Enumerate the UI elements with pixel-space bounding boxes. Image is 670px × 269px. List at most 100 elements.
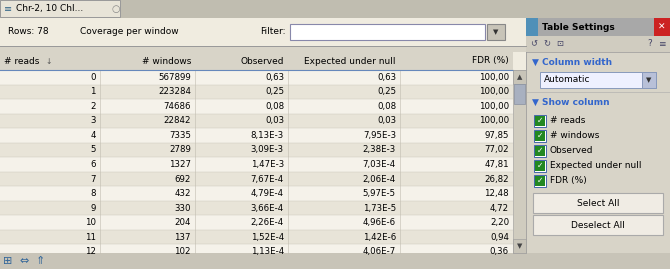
Bar [526, 18, 670, 253]
Text: 0,36: 0,36 [490, 247, 509, 256]
Text: 1,42E-6: 1,42E-6 [362, 233, 396, 242]
Text: 4,79E-4: 4,79E-4 [251, 189, 284, 198]
Text: 7: 7 [90, 175, 96, 183]
Text: 8: 8 [90, 189, 96, 198]
Bar [0, 99, 513, 114]
Text: 97,85: 97,85 [484, 131, 509, 140]
FancyBboxPatch shape [534, 144, 546, 157]
Bar [0, 201, 513, 215]
Bar [0, 253, 526, 269]
Bar [0, 0, 670, 18]
Text: 4: 4 [90, 131, 96, 140]
Text: Observed: Observed [550, 146, 594, 155]
Text: 0,08: 0,08 [265, 102, 284, 111]
Text: ▼: ▼ [517, 243, 522, 249]
Text: 2789: 2789 [169, 146, 191, 154]
Bar [514, 84, 525, 104]
Text: 100,00: 100,00 [479, 73, 509, 82]
Text: ⇑: ⇑ [36, 256, 45, 266]
Text: 77,02: 77,02 [484, 146, 509, 154]
Text: ↓: ↓ [45, 56, 52, 65]
Text: 223284: 223284 [158, 87, 191, 96]
Text: # windows: # windows [141, 56, 191, 65]
Bar [0, 143, 513, 157]
Bar [642, 72, 656, 88]
Bar [0, 0, 120, 17]
Text: ▼ Show column: ▼ Show column [532, 97, 610, 107]
Text: ✓: ✓ [537, 146, 543, 155]
Bar [290, 24, 485, 40]
Text: 1,13E-4: 1,13E-4 [251, 247, 284, 256]
FancyBboxPatch shape [534, 129, 546, 141]
Text: 2,38E-3: 2,38E-3 [362, 146, 396, 154]
Text: ✓: ✓ [537, 131, 543, 140]
Text: FDR (%): FDR (%) [550, 176, 587, 185]
Text: 2,06E-4: 2,06E-4 [362, 175, 396, 183]
Bar [513, 70, 526, 253]
Text: 0,63: 0,63 [377, 73, 396, 82]
Bar [0, 230, 513, 245]
Text: 12: 12 [85, 247, 96, 256]
Text: 7,95E-3: 7,95E-3 [363, 131, 396, 140]
Bar [540, 72, 656, 88]
Text: 330: 330 [174, 204, 191, 213]
Text: Expected under null: Expected under null [550, 161, 641, 170]
Text: 1: 1 [90, 87, 96, 96]
Text: 7,67E-4: 7,67E-4 [251, 175, 284, 183]
Text: ▼: ▼ [493, 29, 498, 35]
Text: 4,72: 4,72 [490, 204, 509, 213]
Text: Select All: Select All [577, 199, 619, 207]
Bar [0, 245, 513, 259]
Text: Expected under null: Expected under null [304, 56, 396, 65]
Text: ○: ○ [112, 4, 120, 14]
Bar [0, 46, 526, 52]
Text: ✓: ✓ [537, 161, 543, 170]
Text: 6: 6 [90, 160, 96, 169]
Bar [526, 18, 538, 36]
Bar [526, 36, 670, 52]
Bar [0, 128, 513, 143]
Text: 4,96E-6: 4,96E-6 [363, 218, 396, 227]
FancyBboxPatch shape [534, 175, 546, 186]
Text: 0,03: 0,03 [265, 116, 284, 125]
Text: 9: 9 [90, 204, 96, 213]
Bar [535, 175, 545, 186]
Text: ✓: ✓ [537, 176, 543, 185]
Bar [654, 18, 670, 36]
Text: 692: 692 [175, 175, 191, 183]
Text: 567899: 567899 [158, 73, 191, 82]
Text: 12,48: 12,48 [484, 189, 509, 198]
Text: 0: 0 [90, 73, 96, 82]
Text: 204: 204 [174, 218, 191, 227]
Text: 0,63: 0,63 [265, 73, 284, 82]
Text: Observed: Observed [241, 56, 284, 65]
Bar [0, 18, 526, 253]
Text: 3,66E-4: 3,66E-4 [251, 204, 284, 213]
FancyBboxPatch shape [533, 193, 663, 213]
Text: # windows: # windows [550, 131, 600, 140]
Text: Chr-2, 10 Chl...: Chr-2, 10 Chl... [16, 5, 83, 13]
Bar [535, 130, 545, 140]
Bar [487, 24, 505, 40]
Text: 0,25: 0,25 [377, 87, 396, 96]
Text: 3,09E-3: 3,09E-3 [251, 146, 284, 154]
Bar [0, 52, 513, 70]
Text: 26,82: 26,82 [484, 175, 509, 183]
FancyBboxPatch shape [533, 215, 663, 235]
Bar [0, 18, 526, 46]
Text: 22842: 22842 [163, 116, 191, 125]
Text: 0,25: 0,25 [265, 87, 284, 96]
Bar [538, 18, 670, 36]
Text: 10: 10 [85, 218, 96, 227]
Text: 8,13E-3: 8,13E-3 [251, 131, 284, 140]
Text: ⇔: ⇔ [19, 256, 29, 266]
Text: 2,20: 2,20 [490, 218, 509, 227]
Text: Rows: 78: Rows: 78 [8, 27, 49, 37]
Bar [526, 253, 670, 269]
Text: ▼: ▼ [647, 77, 652, 83]
Text: ?: ? [648, 40, 653, 48]
Text: 2,26E-4: 2,26E-4 [251, 218, 284, 227]
Text: 0,08: 0,08 [377, 102, 396, 111]
Bar [513, 70, 526, 84]
FancyBboxPatch shape [534, 115, 546, 126]
